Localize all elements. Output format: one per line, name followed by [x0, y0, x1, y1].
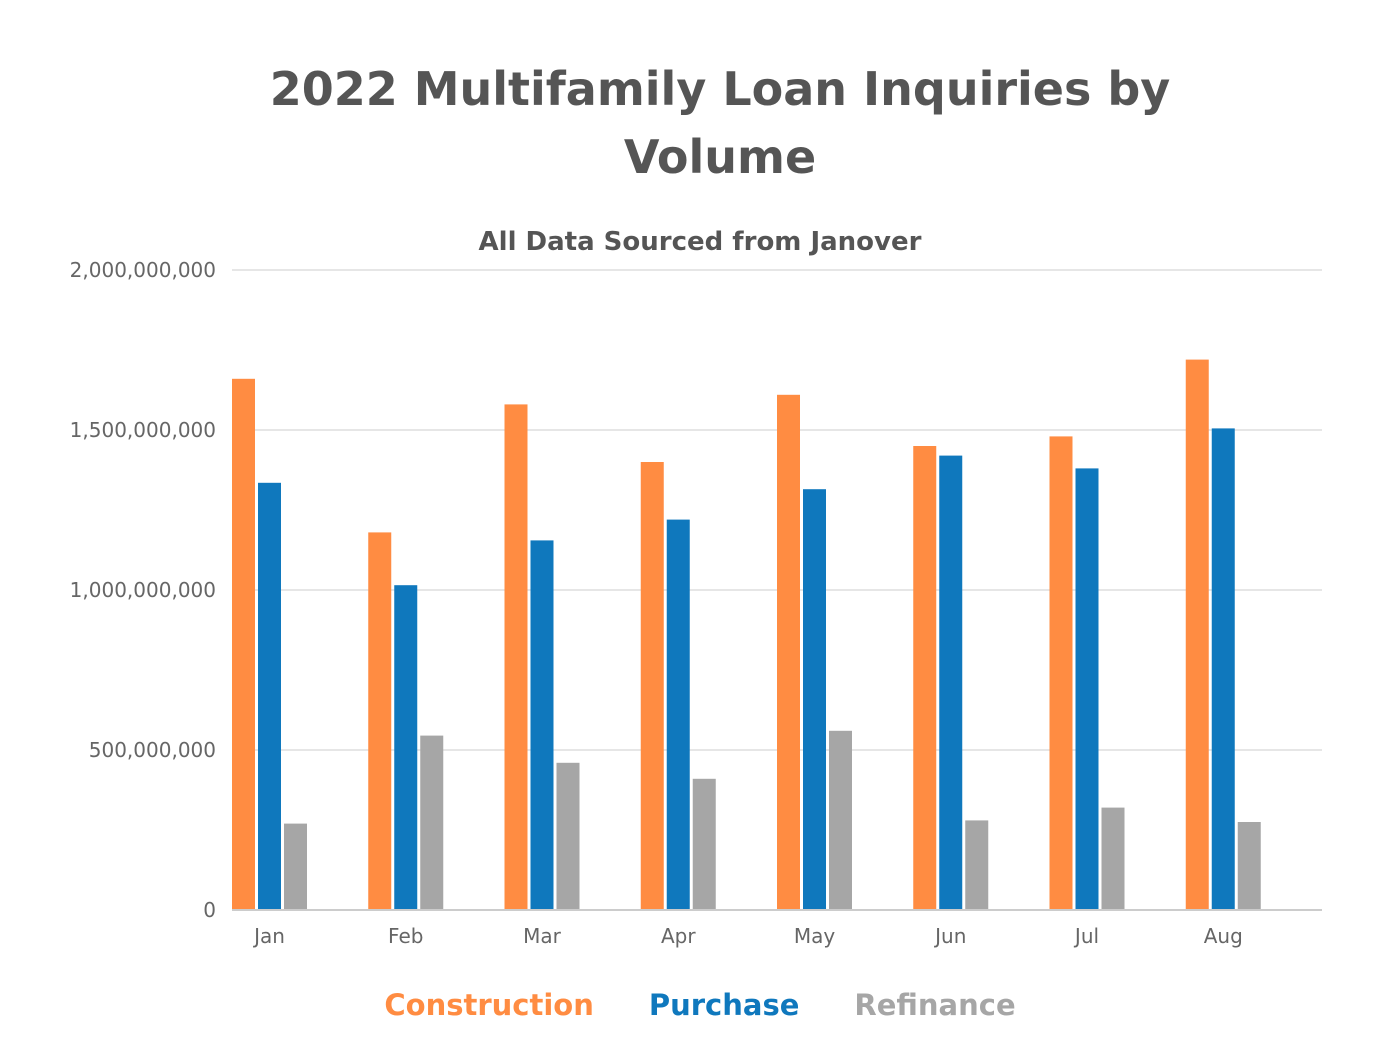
y-tick-label: 1,000,000,000: [70, 578, 216, 602]
bar-purchase-feb: [394, 585, 418, 910]
x-tick-label: Aug: [1204, 924, 1243, 948]
bar-refinance-mar: [556, 762, 580, 910]
bar-refinance-jan: [284, 823, 307, 910]
bars: [232, 359, 1261, 911]
x-axis-ticks: Jan Feb Mar Apr May Jun Jul Aug: [252, 924, 1243, 948]
x-tick-label: Jun: [933, 924, 966, 948]
bar-refinance-jul: [1101, 807, 1125, 910]
legend-item-purchase: Purchase: [648, 988, 800, 1022]
bar-purchase-jan: [258, 482, 281, 910]
bar-purchase-mar: [530, 540, 554, 910]
bar-purchase-jun: [939, 455, 963, 910]
bar-refinance-jun: [965, 820, 989, 910]
bar-construction-aug: [1185, 359, 1209, 911]
bar-purchase-may: [803, 489, 826, 910]
y-tick-label: 2,000,000,000: [70, 258, 216, 282]
bar-construction-jul: [1049, 436, 1073, 910]
y-axis-ticks: 0 500,000,000 1,000,000,000 1,500,000,000 2,…: [70, 258, 216, 922]
bar-construction-jan: [232, 378, 255, 910]
x-tick-label: Jul: [1073, 924, 1099, 948]
bar-construction-mar: [504, 404, 528, 910]
bar-refinance-feb: [420, 735, 444, 910]
y-tick-label: 1,500,000,000: [70, 418, 216, 442]
bar-construction-feb: [368, 532, 392, 910]
bar-purchase-jul: [1075, 468, 1099, 910]
x-tick-label: Jan: [252, 924, 285, 948]
bar-purchase-apr: [666, 519, 690, 910]
legend-item-construction: Construction: [384, 988, 594, 1022]
bar-purchase-aug: [1211, 428, 1235, 910]
chart-title: 2022 Multifamily Loan Inquiries by Volum…: [269, 62, 1171, 184]
legend: Construction Purchase Refinance: [0, 988, 1400, 1022]
bar-refinance-aug: [1237, 822, 1261, 910]
y-tick-label: 500,000,000: [89, 738, 216, 762]
bar-refinance-apr: [692, 778, 716, 910]
x-tick-label: Feb: [388, 924, 423, 948]
x-tick-label: Apr: [661, 924, 696, 948]
y-tick-label: 0: [203, 898, 216, 922]
bar-construction-jun: [913, 446, 937, 910]
bar-refinance-may: [829, 730, 852, 910]
legend-item-refinance: Refinance: [854, 988, 1016, 1022]
chart-subtitle: All Data Sourced from Janover: [479, 227, 922, 257]
x-tick-label: Mar: [523, 924, 562, 948]
bar-construction-apr: [640, 462, 664, 910]
x-tick-label: May: [794, 924, 836, 948]
bar-construction-may: [777, 394, 800, 910]
